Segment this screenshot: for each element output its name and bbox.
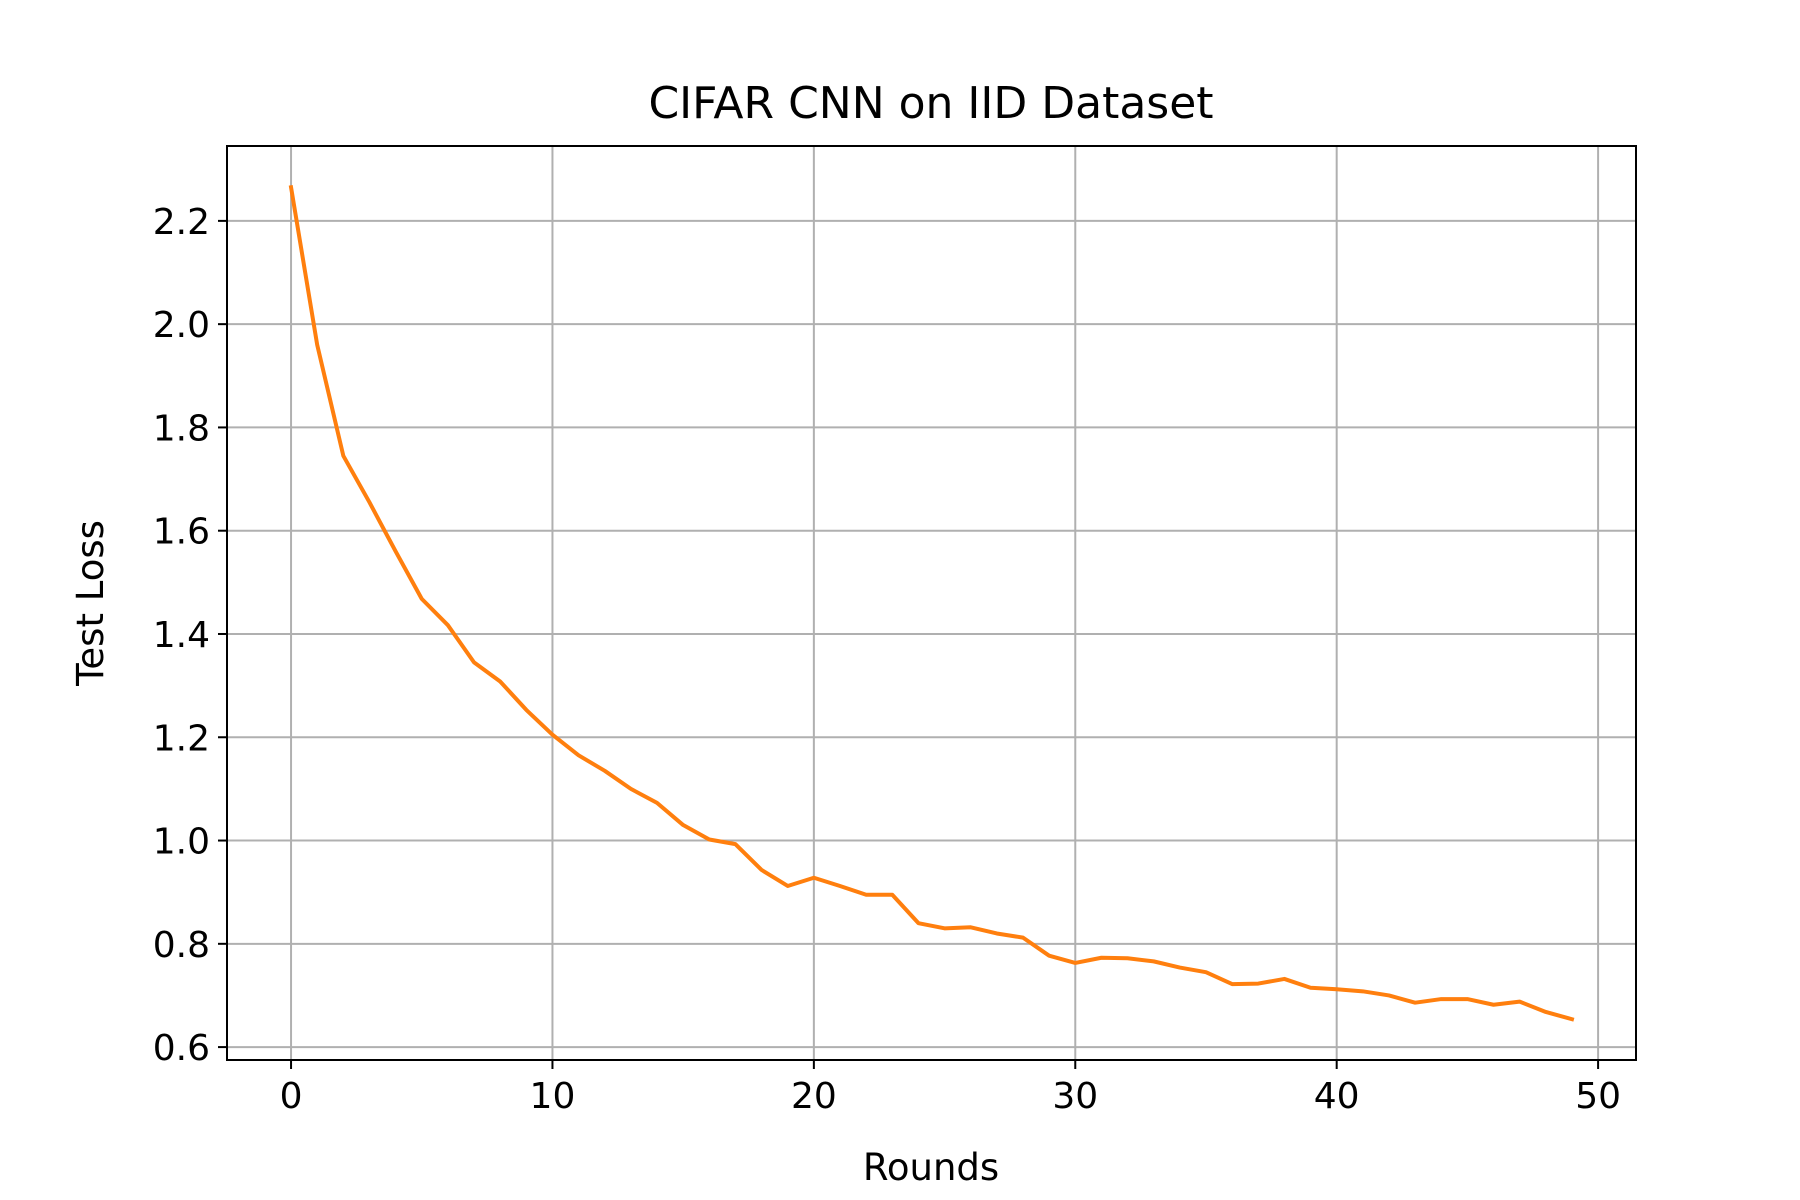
y-tick-label: 2.2 — [153, 202, 210, 243]
x-tick-label: 10 — [530, 1076, 576, 1117]
y-tick-label: 1.8 — [153, 408, 210, 449]
x-tick-label: 30 — [1052, 1076, 1098, 1117]
x-tick-label: 0 — [280, 1076, 303, 1117]
y-tick-label: 0.6 — [153, 1028, 210, 1069]
plot-frame — [226, 145, 1637, 1061]
y-tick-label: 0.8 — [153, 925, 210, 966]
y-tick-label: 1.4 — [153, 615, 210, 656]
series-line — [288, 185, 1575, 1022]
x-tick-label: 50 — [1575, 1076, 1621, 1117]
series-layer — [288, 185, 1575, 1022]
chart-title: CIFAR CNN on IID Dataset — [648, 78, 1213, 129]
y-axis-label: Test Loss — [69, 520, 112, 687]
x-tick-label: 20 — [791, 1076, 837, 1117]
y-tick-label: 1.6 — [153, 512, 210, 553]
y-tick-label: 1.0 — [153, 822, 210, 863]
y-tick-label: 1.2 — [153, 718, 210, 759]
grid-layer — [227, 146, 1636, 1060]
ticks-layer: 0 10 20 30 40 50 0.6 0.8 1.0 1.2 1.4 1.6 1.8 2.0 2.2 — [153, 202, 1621, 1117]
x-tick-label: 40 — [1314, 1076, 1360, 1117]
x-axis-label: Rounds — [863, 1146, 999, 1189]
y-tick-label: 2.0 — [153, 305, 210, 346]
